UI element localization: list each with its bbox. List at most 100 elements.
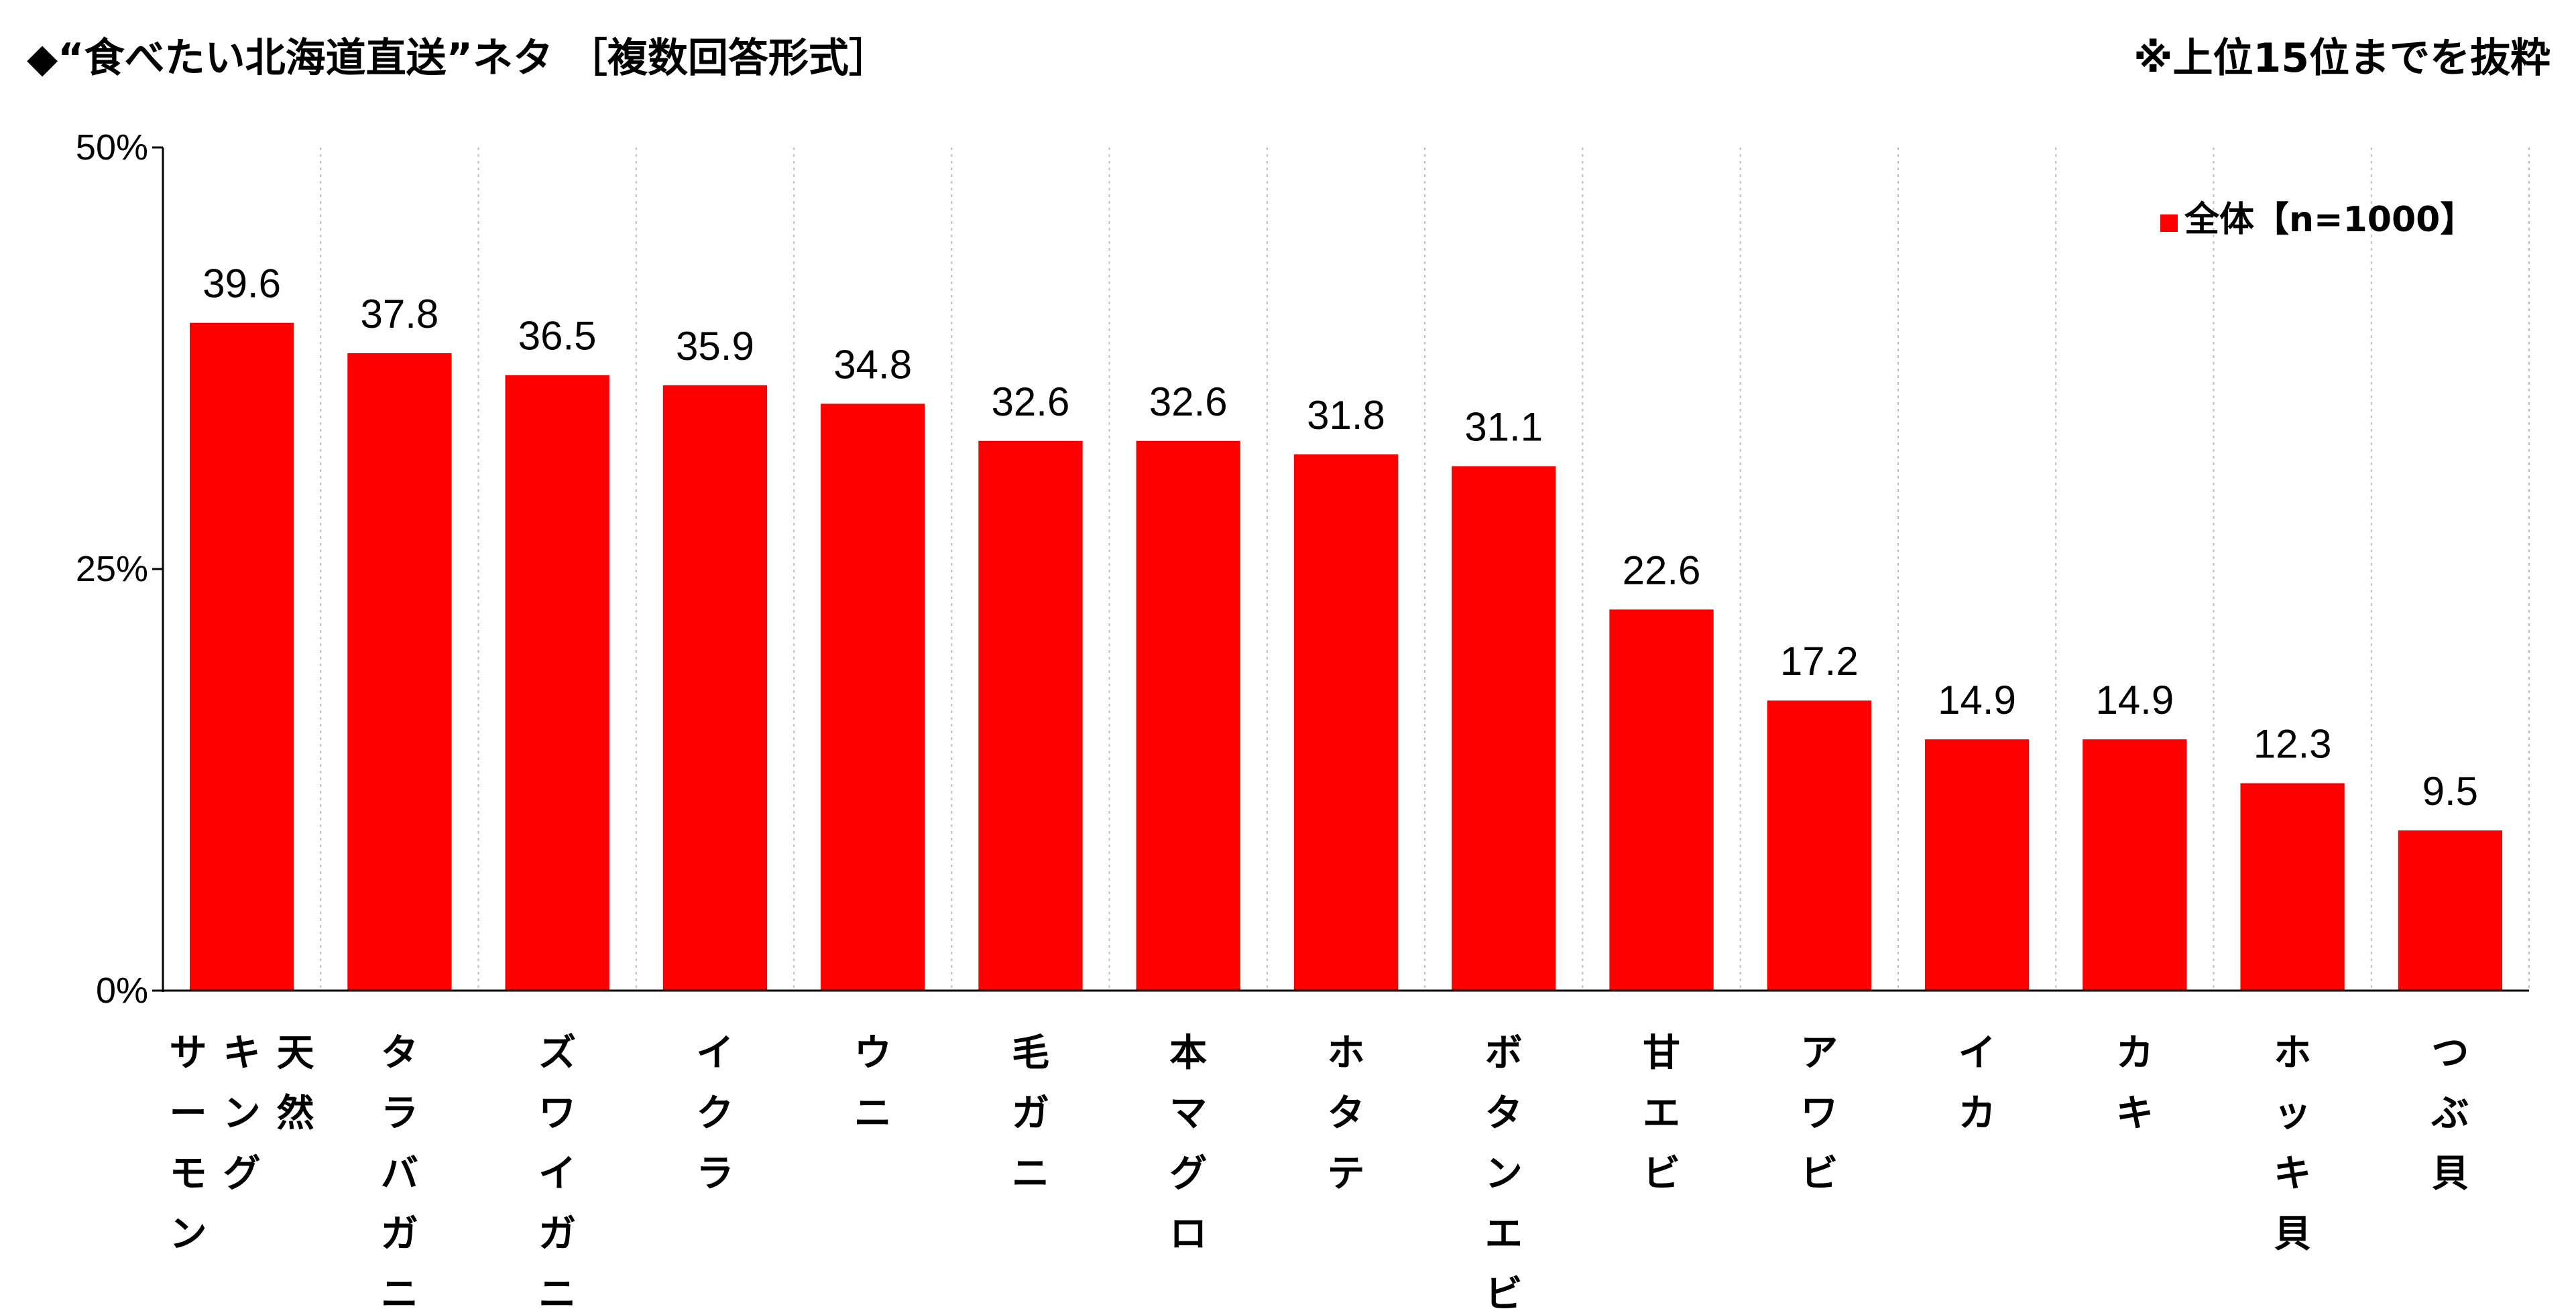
category-char: ニ: [854, 1092, 892, 1135]
data-label: 9.5: [2422, 769, 2478, 814]
y-tick-label: 0%: [96, 970, 148, 1011]
category-char: カ: [2116, 1031, 2154, 1075]
data-label: 32.6: [1149, 379, 1228, 424]
legend: 全体【n=1000】: [2160, 200, 2475, 240]
bar: [505, 375, 609, 991]
category-char: タ: [1485, 1092, 1523, 1135]
category-char: ン: [223, 1092, 261, 1135]
category-char: ガ: [1012, 1092, 1049, 1135]
category-label: 毛ガニ: [1012, 1031, 1049, 1196]
category-char: タ: [381, 1031, 418, 1075]
data-label: 22.6: [1623, 548, 1701, 592]
data-label: 34.8: [833, 342, 912, 387]
category-char: グ: [1169, 1152, 1207, 1196]
category-char: ニ: [381, 1273, 418, 1315]
category-char: ラ: [696, 1152, 734, 1196]
category-char: ン: [170, 1212, 207, 1256]
chart-title: ◆“食べたい北海道直送”ネタ ［複数回答形式］: [27, 35, 889, 82]
category-labels: 天然キングサーモンタラバガニズワイガニイクラウニ毛ガニ本マグロホタテボタンエビ甘…: [170, 1031, 2469, 1315]
category-label: イクラ: [696, 1031, 734, 1196]
category-label: 甘エビ: [1643, 1031, 1680, 1196]
bar: [189, 322, 294, 991]
category-char: ワ: [538, 1092, 576, 1135]
category-label: カキ: [2116, 1031, 2154, 1135]
category-char: ズ: [538, 1031, 576, 1075]
data-labels: 39.6 37.8 36.5 35.9 34.8 32.6 32.6 31.8 31.1 22.6…: [202, 261, 2478, 814]
grid-lines: [320, 147, 2530, 991]
category-label: ホタテ: [1328, 1031, 1365, 1196]
category-char: ウ: [854, 1031, 892, 1075]
data-label: 31.1: [1464, 405, 1543, 450]
category-char: 毛: [1012, 1031, 1049, 1075]
category-char: カ: [1958, 1092, 1996, 1135]
bar: [1609, 609, 1714, 991]
category-label: イカ: [1958, 1031, 1996, 1135]
bar: [1452, 466, 1556, 991]
bar: [821, 403, 925, 991]
bar: [1924, 739, 2030, 991]
y-tick-label: 50%: [76, 127, 148, 168]
category-label: アワビ: [1800, 1031, 1838, 1196]
category-char: ク: [696, 1092, 734, 1135]
category-char: モ: [170, 1152, 207, 1196]
category-char: イ: [538, 1152, 576, 1196]
category-char: 本: [1169, 1031, 1207, 1075]
data-label: 12.3: [2253, 722, 2332, 767]
category-char: ぶ: [2431, 1092, 2469, 1135]
category-char: サ: [170, 1031, 207, 1075]
category-char: ッ: [2274, 1092, 2311, 1135]
category-char: 甘: [1643, 1031, 1680, 1075]
category-char: キ: [223, 1031, 261, 1075]
category-char: グ: [223, 1152, 261, 1196]
category-char: イ: [696, 1031, 734, 1075]
category-char: ビ: [1643, 1152, 1680, 1196]
category-char: ガ: [538, 1212, 576, 1256]
category-char: 然: [277, 1092, 314, 1135]
category-char: マ: [1169, 1092, 1207, 1135]
category-label: つぶ貝: [2431, 1031, 2469, 1196]
legend-swatch: [2160, 214, 2178, 232]
bar: [2083, 739, 2187, 991]
category-char: ニ: [538, 1273, 576, 1315]
data-label: 35.9: [676, 324, 754, 369]
category-char: 貝: [2274, 1212, 2311, 1256]
category-char: ワ: [1800, 1092, 1838, 1135]
category-char: キ: [2116, 1092, 2154, 1135]
category-char: タ: [1328, 1092, 1365, 1135]
bar: [2240, 783, 2345, 991]
category-char: ホ: [2274, 1031, 2311, 1075]
data-label: 14.9: [2095, 678, 2174, 723]
category-char: エ: [1485, 1212, 1523, 1256]
category-char: テ: [1328, 1152, 1365, 1196]
category-char: バ: [381, 1152, 418, 1196]
y-tick-labels: 0% 25% 50%: [76, 127, 148, 1011]
chart-note: ※上位15位までを抜粋: [2133, 35, 2551, 82]
category-label: ウニ: [854, 1031, 892, 1135]
category-char: ー: [170, 1092, 207, 1135]
bar-series: [189, 322, 2503, 991]
category-char: ビ: [1800, 1152, 1838, 1196]
category-char: イ: [1958, 1031, 1996, 1075]
category-char: ビ: [1485, 1273, 1523, 1315]
category-char: ニ: [1012, 1152, 1049, 1196]
category-char: ロ: [1169, 1212, 1207, 1256]
y-tick-label: 25%: [76, 549, 148, 589]
bar: [1293, 454, 1399, 991]
category-char: ラ: [381, 1092, 418, 1135]
bar: [978, 440, 1083, 991]
bar: [1767, 700, 1871, 991]
category-char: ア: [1800, 1031, 1838, 1075]
category-char: ガ: [381, 1212, 418, 1256]
data-label: 37.8: [361, 292, 439, 336]
category-char: ン: [1485, 1152, 1523, 1196]
bar: [1136, 440, 1240, 991]
data-label: 17.2: [1780, 639, 1859, 684]
bar: [662, 385, 768, 991]
